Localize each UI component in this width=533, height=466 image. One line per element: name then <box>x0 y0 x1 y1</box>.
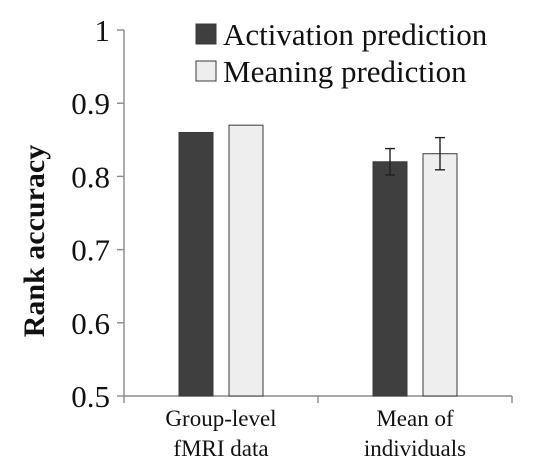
errorbars-layer <box>385 136 445 176</box>
y-tick-label: 0.9 <box>71 86 110 121</box>
bars-layer <box>178 124 458 397</box>
bar <box>372 161 408 397</box>
y-tick-label: 0.6 <box>71 306 110 341</box>
y-tick-label: 0.5 <box>71 379 110 414</box>
x-category-label-line2: fMRI data <box>173 436 268 461</box>
x-axis-ticks: Group-level fMRI data Mean of individuals <box>123 396 513 461</box>
y-axis-title-group: Rank accuracy <box>18 145 51 337</box>
y-tick-label: 0.7 <box>71 233 110 268</box>
y-tick-label: 1 <box>95 13 111 48</box>
y-axis-title: Rank accuracy <box>18 145 51 337</box>
bar <box>228 124 264 397</box>
x-category-label-line2: individuals <box>364 436 466 461</box>
x-category-label-line1: Group-level <box>165 406 276 431</box>
y-axis-ticks: 0.5 0.6 0.7 0.8 0.9 1 <box>71 13 124 414</box>
x-category-label-line1: Mean of <box>376 406 454 431</box>
y-tick-label: 0.8 <box>71 159 110 194</box>
legend-swatch <box>195 23 217 45</box>
bar <box>178 131 214 397</box>
bar <box>422 153 458 397</box>
legend-label: Activation prediction <box>223 17 488 52</box>
legend-swatch <box>195 60 217 82</box>
legend-label: Meaning prediction <box>223 54 467 89</box>
